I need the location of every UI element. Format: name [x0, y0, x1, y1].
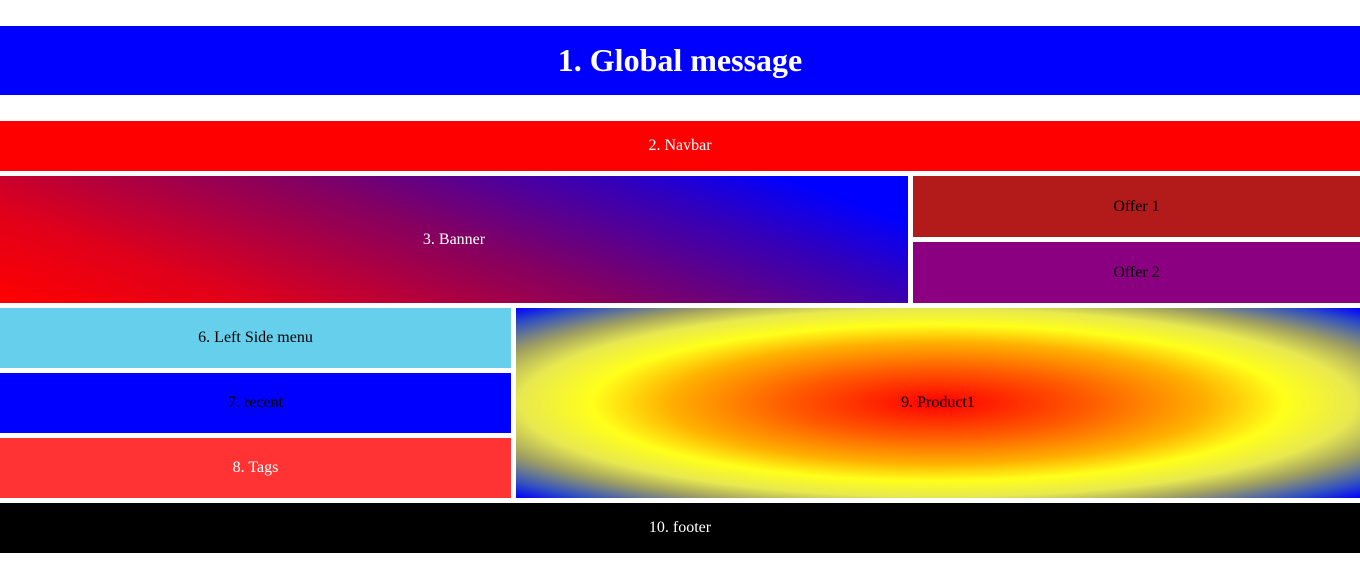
product-1[interactable]: 9. Product1 [516, 308, 1360, 498]
offer-2[interactable]: Offer 2 [913, 242, 1360, 303]
left-side-menu[interactable]: 6. Left Side menu [0, 308, 511, 368]
footer: 10. footer [0, 503, 1360, 553]
global-message-heading: 1. Global message [557, 42, 803, 78]
recent-section[interactable]: 7. recent [0, 373, 511, 433]
offer-1[interactable]: Offer 1 [913, 176, 1360, 237]
banner: 3. Banner [0, 176, 908, 303]
tags-section[interactable]: 8. Tags [0, 438, 511, 498]
navbar[interactable]: 2. Navbar [0, 121, 1360, 171]
global-message-bar: 1. Global message [0, 26, 1360, 95]
